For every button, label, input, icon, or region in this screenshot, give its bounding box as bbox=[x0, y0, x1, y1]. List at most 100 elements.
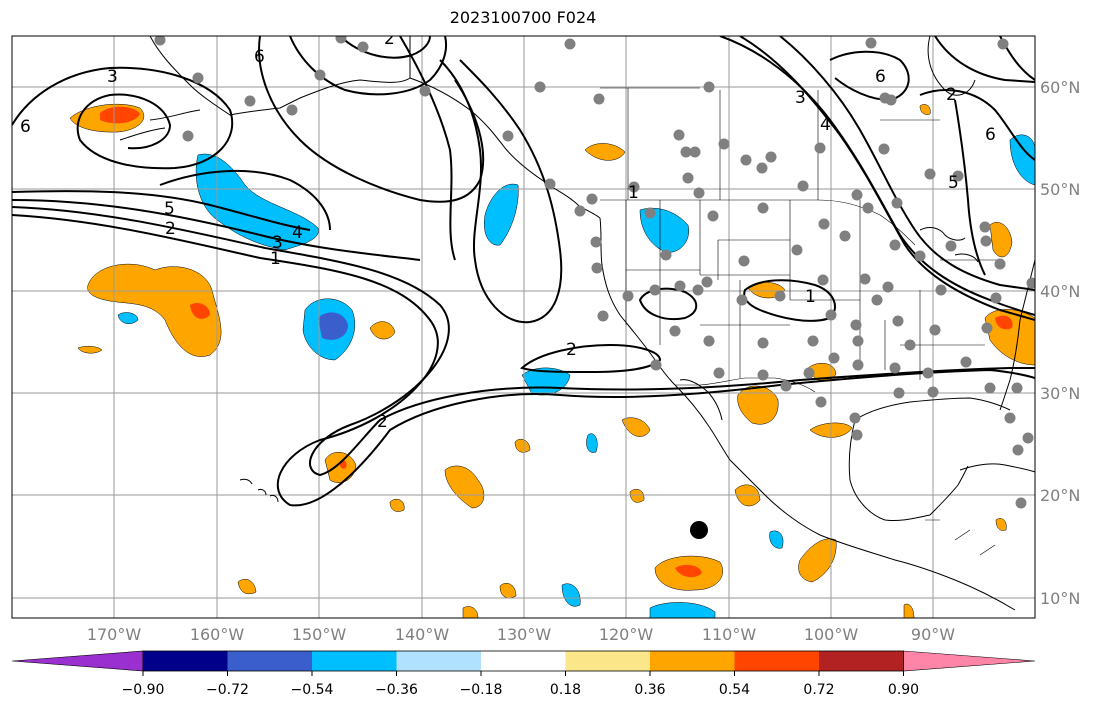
contour-5 bbox=[159, 169, 331, 231]
colorbar-segment bbox=[819, 651, 904, 671]
neg-region-small-4 bbox=[586, 433, 598, 453]
neg-region-idaho bbox=[639, 207, 690, 253]
lon-label: 130°W bbox=[497, 625, 552, 644]
pos-core-bering bbox=[100, 106, 140, 124]
lon-label: 120°W bbox=[599, 625, 654, 644]
pos-region-small-h bbox=[237, 579, 257, 595]
colorbar-tick-label: −0.18 bbox=[460, 682, 503, 698]
observation-stations bbox=[154, 36, 1035, 509]
map-border bbox=[11, 35, 1036, 619]
pos-region-small-f bbox=[514, 439, 531, 453]
canada-us-border bbox=[600, 199, 916, 246]
cuba bbox=[959, 463, 1035, 473]
contour-11 bbox=[399, 36, 456, 261]
neg-core-ne-pacific bbox=[318, 312, 348, 340]
contour-label: 3 bbox=[272, 233, 283, 253]
contour-4 bbox=[12, 190, 311, 231]
colorbar-segment bbox=[481, 651, 566, 671]
contour-1 bbox=[12, 214, 1035, 507]
colorbar-tick-label: −0.90 bbox=[122, 682, 165, 698]
hawaii bbox=[239, 478, 279, 503]
contour-19 bbox=[919, 89, 1035, 161]
contour-2 bbox=[12, 206, 1035, 477]
colorbar-segment bbox=[903, 650, 1036, 672]
lon-label: 100°W bbox=[804, 625, 859, 644]
pos-region-small-l bbox=[919, 104, 931, 115]
pos-region-small-a bbox=[77, 346, 103, 354]
contour-12 bbox=[520, 343, 662, 374]
contour-label: 4 bbox=[820, 115, 831, 135]
lat-label: 50°N bbox=[1040, 180, 1080, 199]
us-west-coast bbox=[599, 217, 676, 386]
neg-region-small-1 bbox=[561, 583, 581, 607]
colorbar-segment bbox=[396, 651, 481, 671]
contour-18 bbox=[829, 50, 910, 102]
contour-label: 5 bbox=[164, 199, 175, 219]
neg-region-small-2 bbox=[117, 312, 139, 324]
colorbar-tick-label: 0.54 bbox=[719, 682, 750, 698]
contour-20 bbox=[934, 36, 1035, 83]
aleutians bbox=[119, 109, 201, 141]
central-america-borders bbox=[925, 519, 996, 556]
contour-7 bbox=[289, 36, 448, 96]
pos-region-great-lakes bbox=[989, 222, 1013, 258]
gulf-coast bbox=[848, 397, 1011, 521]
colorbar-ticks bbox=[142, 671, 904, 676]
pos-core-south-pacific bbox=[675, 564, 702, 578]
neg-region-east bbox=[1009, 134, 1035, 186]
pos-region-sw bbox=[444, 465, 485, 509]
colorbar-border bbox=[142, 650, 904, 672]
pos-core-central-pacific bbox=[190, 303, 210, 319]
neg-region-small-3 bbox=[769, 530, 784, 549]
contour-label: 5 bbox=[948, 173, 959, 193]
pos-region-small-b bbox=[369, 321, 396, 340]
lon-label: 150°W bbox=[292, 625, 347, 644]
great-lakes bbox=[919, 227, 979, 263]
contour-label: 3 bbox=[107, 67, 118, 87]
lat-label: 40°N bbox=[1040, 282, 1080, 301]
contour-label: 1 bbox=[270, 249, 281, 269]
lat-label: 30°N bbox=[1040, 384, 1080, 403]
colorbar-tick-label: 0.18 bbox=[550, 682, 581, 698]
pos-region-small-i bbox=[499, 583, 517, 599]
positive-anomaly-regions bbox=[69, 103, 1035, 618]
storm-center-marker bbox=[690, 521, 708, 539]
contour-label: 2 bbox=[566, 340, 577, 360]
neg-region-south bbox=[649, 602, 716, 618]
yucatan bbox=[929, 465, 969, 516]
east-coast bbox=[999, 259, 1035, 411]
colorbar-segment bbox=[565, 651, 650, 671]
contour-17 bbox=[779, 36, 1035, 291]
lat-label: 20°N bbox=[1040, 486, 1080, 505]
colorbar-tick-label: 0.36 bbox=[634, 682, 665, 698]
pos-region-small-d bbox=[621, 417, 651, 437]
lat-label: 10°N bbox=[1040, 589, 1080, 608]
colorbar-segment bbox=[312, 651, 397, 671]
lon-label: 90°W bbox=[911, 625, 955, 644]
contour-10 bbox=[439, 59, 563, 324]
contour-16 bbox=[739, 36, 1035, 321]
longitude-labels: 170°W 160°W 150°W 140°W 130°W 120°W 110°… bbox=[87, 625, 955, 644]
contour-label: 6 bbox=[875, 67, 886, 87]
colorbar-tick-label: −0.54 bbox=[291, 682, 334, 698]
contour-6 bbox=[12, 66, 234, 170]
lon-label: 160°W bbox=[190, 625, 245, 644]
colorbar-tick-label: −0.72 bbox=[206, 682, 249, 698]
contour-label: 2 bbox=[165, 219, 176, 239]
lat-label: 60°N bbox=[1040, 78, 1080, 97]
neg-region-bc-coast bbox=[484, 183, 519, 246]
contour-label: 1 bbox=[805, 287, 816, 307]
contour-label: 2 bbox=[946, 85, 957, 105]
lon-label: 140°W bbox=[395, 625, 450, 644]
pos-region-canada-west bbox=[584, 143, 626, 161]
contour-9 bbox=[258, 36, 485, 203]
us-mexico-border bbox=[675, 377, 816, 393]
graticule bbox=[12, 36, 1035, 618]
pos-region-small-c bbox=[389, 499, 405, 512]
contour-21 bbox=[954, 99, 986, 276]
pos-region-central-pacific-a bbox=[87, 263, 222, 357]
colorbar-tick-label: 0.90 bbox=[888, 682, 919, 698]
contour-label: 4 bbox=[292, 223, 303, 243]
alaska-coast bbox=[149, 36, 411, 116]
lon-label: 170°W bbox=[87, 625, 142, 644]
